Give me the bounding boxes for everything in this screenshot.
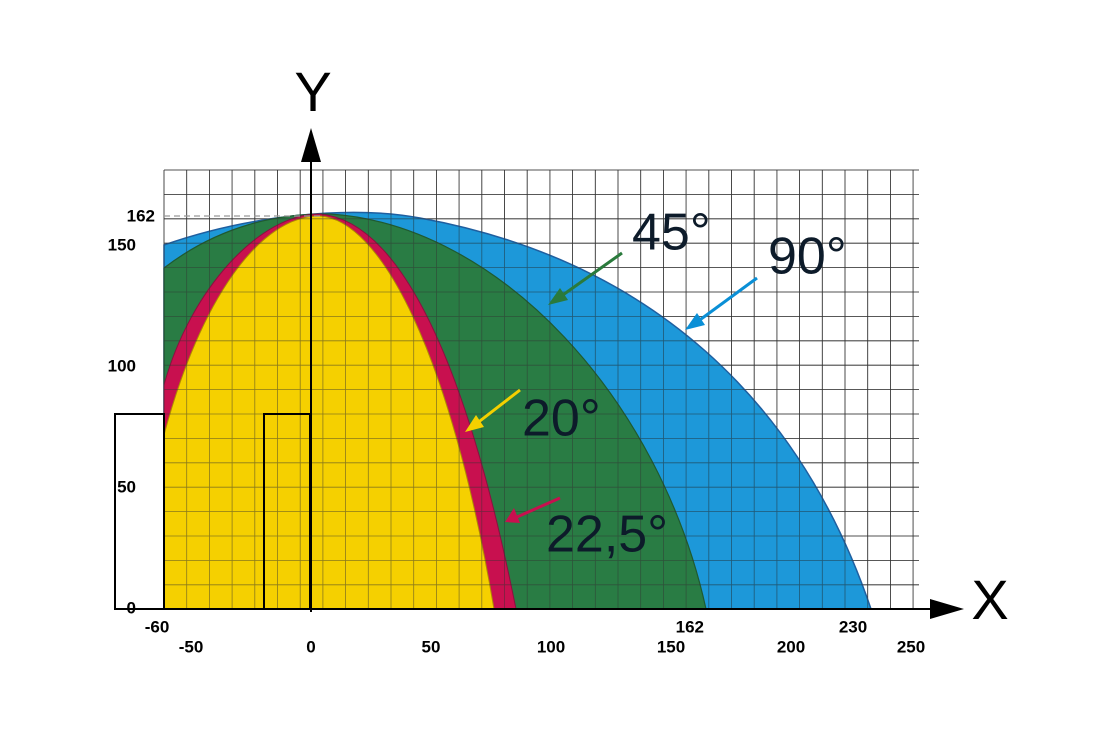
y-axis-label: Y	[294, 60, 331, 123]
angle-label: 20°	[522, 390, 601, 448]
y-arrow	[301, 128, 321, 162]
x-tick-label: -50	[179, 637, 204, 656]
x-axis-label: X	[971, 568, 1008, 631]
x-tick-label: 200	[777, 637, 805, 656]
angle-label: 90°	[768, 228, 847, 286]
y-mark-label: 162	[127, 206, 155, 225]
y-tick-label: 0	[127, 598, 136, 617]
y-tick-label: 150	[108, 235, 136, 254]
arrow-22-5	[516, 496, 561, 519]
x-mark-label: -60	[145, 617, 170, 636]
arrow-head-45	[548, 288, 568, 305]
angle-label: 22,5°	[546, 506, 668, 564]
x-tick-label: 100	[537, 637, 565, 656]
base-outline	[114, 413, 165, 610]
x-mark-label: 162	[676, 617, 704, 636]
arrow-20	[475, 388, 521, 426]
area-20	[163, 215, 495, 610]
arrow-90	[696, 276, 758, 324]
x-arrow	[930, 599, 964, 619]
x-tick-label: 250	[897, 637, 925, 656]
x-tick-label: 150	[657, 637, 685, 656]
arrow-head-90	[685, 313, 705, 330]
x-mark-label: 230	[839, 617, 867, 636]
y-tick-label: 50	[117, 477, 136, 496]
arrow-head-22-5	[505, 508, 520, 523]
arrow-head-20	[465, 415, 484, 432]
angle-label: 45°	[632, 204, 711, 262]
grid-overlay	[163, 169, 919, 610]
x-tick-label: 0	[306, 637, 315, 656]
y-tick-label: 100	[108, 356, 136, 375]
arrow-45	[559, 251, 623, 299]
x-tick-label: 50	[422, 637, 441, 656]
